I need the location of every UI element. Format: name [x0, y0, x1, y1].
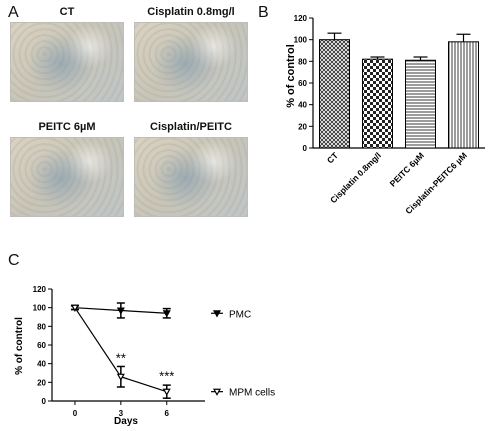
line-y-tick-label: 60 [37, 341, 46, 350]
line-x-tick-label: 0 [73, 409, 78, 418]
line-x-axis-label: Days [114, 416, 138, 427]
line-chart: % of control Days 0 20 40 60 80 100 120 0 3 6 PMC M… [14, 285, 275, 427]
line-y-tick-label: 100 [33, 304, 47, 313]
micrograph-cisplatin [134, 22, 248, 102]
legend-label: PMC [229, 309, 251, 320]
micro-label-combo: Cisplatin/PEITC [150, 121, 232, 133]
bar-y-tick-label: 120 [294, 14, 308, 23]
micro-label-cisplatin: Cisplatin 0.8mg/l [147, 6, 235, 18]
bar-chart: % of control 020406080100120CTCisplatin … [285, 14, 485, 216]
line-x-tick-label: 6 [165, 409, 170, 418]
bar-category-label: CT [325, 150, 341, 166]
bar-category-label: PEITC 6µM [388, 150, 426, 188]
micrograph-peitc [10, 137, 124, 217]
bar-y-tick-label: 80 [298, 57, 307, 66]
significance-annotation: *** [159, 368, 174, 383]
bar-y-tick-label: 40 [298, 101, 307, 110]
line-y-tick-label: 80 [37, 322, 46, 331]
data-point [116, 373, 125, 381]
bar-y-tick-label: 0 [303, 144, 308, 153]
line-y-tick-label: 0 [42, 397, 47, 406]
bar-y-tick-label: 60 [298, 79, 307, 88]
significance-annotation: ** [116, 351, 126, 366]
line-y-tick-label: 20 [37, 378, 46, 387]
bar [405, 59, 436, 149]
bar-y-tick-label: 20 [298, 122, 307, 131]
micrograph-ct [10, 22, 124, 102]
legend-marker [212, 388, 222, 396]
bar [319, 39, 350, 149]
bar-y-axis-label: % of control [285, 44, 297, 108]
micrograph-combo [134, 137, 248, 217]
legend-label: MPM cells [229, 388, 275, 399]
data-point [162, 310, 171, 318]
bar [448, 41, 479, 149]
panel-a-letter: A [8, 4, 19, 21]
line-y-axis-label: % of control [14, 317, 25, 375]
bar [362, 58, 393, 149]
legend-marker [212, 310, 222, 318]
line-x-tick-label: 3 [119, 409, 124, 418]
line-y-tick-label: 120 [33, 285, 47, 294]
data-point [70, 304, 79, 312]
data-point [162, 388, 171, 396]
panel-c-letter: C [8, 252, 20, 269]
data-point [116, 307, 125, 315]
micro-label-ct: CT [59, 6, 75, 18]
line-y-tick-label: 40 [37, 360, 46, 369]
bar-y-tick-label: 100 [294, 36, 308, 45]
panel-b-letter: B [258, 4, 269, 21]
micro-label-peitc: PEITC 6µM [38, 121, 96, 133]
